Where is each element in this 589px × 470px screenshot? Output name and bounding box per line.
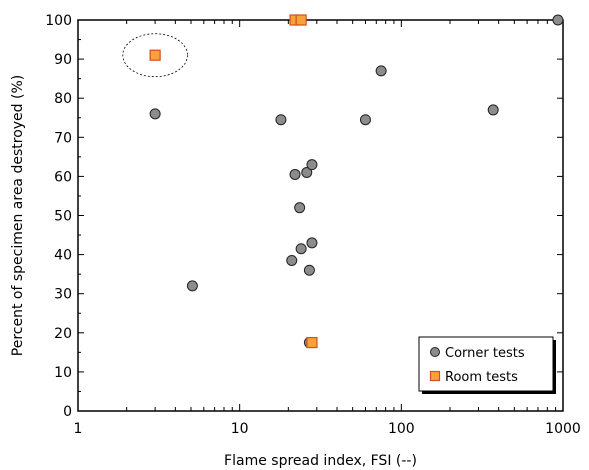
corner-test-point (294, 202, 306, 214)
legend-marker-square (429, 370, 441, 382)
y-tick-label: 80 (54, 91, 72, 107)
corner-test-point (487, 104, 499, 116)
corner-test-point (301, 166, 313, 178)
x-tick-label: 100 (388, 421, 415, 437)
corner-test-point (295, 243, 307, 255)
corner-test-point (186, 280, 198, 292)
y-axis-ticks: 0 10 20 30 40 50 60 70 80 90 100 (45, 13, 563, 420)
corner-test-point (303, 264, 315, 276)
y-tick-label: 30 (54, 287, 72, 303)
y-tick-label: 100 (45, 13, 72, 29)
annotations (122, 33, 188, 78)
room-test-point (295, 14, 307, 26)
legend-label: Corner tests (445, 346, 525, 361)
corner-test-point (359, 114, 371, 126)
legend-label: Room tests (445, 370, 518, 385)
y-tick-label: 0 (63, 404, 72, 420)
x-tick-label: 1000 (545, 421, 581, 437)
corner-test-point (375, 65, 387, 77)
corner-test-point (286, 254, 298, 266)
y-tick-label: 70 (54, 130, 72, 146)
corner-test-point (275, 114, 287, 126)
room-test-point (306, 336, 318, 349)
y-tick-label: 50 (54, 209, 72, 225)
y-axis-title: Percent of specimen area destroyed (%) (10, 75, 26, 356)
corner-test-point (306, 159, 318, 171)
x-tick-label: 1 (74, 421, 83, 437)
data-points (149, 14, 564, 349)
y-tick-label: 20 (54, 326, 72, 342)
corner-test-point (306, 237, 318, 249)
y-tick-label: 90 (54, 52, 72, 68)
legend-box (418, 336, 554, 392)
x-axis-ticks: 1 10 100 1000 (74, 20, 581, 437)
highlight-ellipse (122, 33, 188, 78)
corner-test-point (289, 168, 301, 180)
y-tick-label: 40 (54, 248, 72, 264)
corner-test-point (149, 108, 161, 120)
y-tick-label: 60 (54, 169, 72, 185)
y-tick-label: 10 (54, 365, 72, 381)
x-axis-title: Flame spread index, FSI (--) (224, 453, 417, 469)
legend: Corner tests Room tests (418, 336, 556, 394)
corner-test-point (552, 14, 564, 26)
x-tick-label: 10 (231, 421, 249, 437)
room-test-point (149, 49, 161, 61)
legend-marker-circle (430, 347, 440, 357)
